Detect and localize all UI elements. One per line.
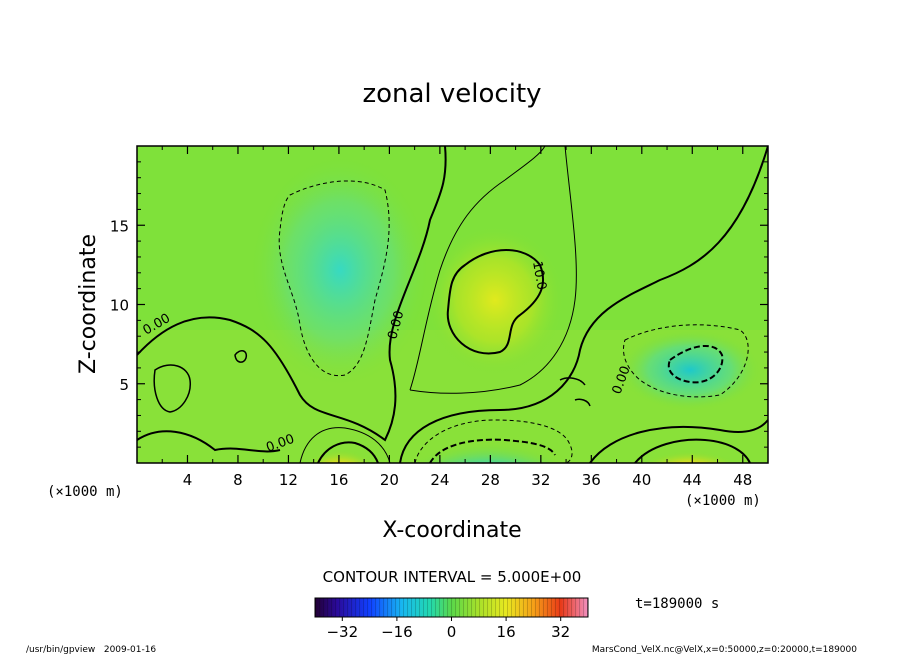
- x-axis: 4 8 12 16 20 24 28 32 36 40 44 48: [161, 146, 752, 489]
- contour-pos-bottom-left-inner: [317, 441, 379, 463]
- x-tick-label: 20: [380, 471, 399, 489]
- colorbar: −32 −16 0 16 32: [314, 597, 589, 641]
- contour-interval: CONTOUR INTERVAL = 5.000E+00: [323, 568, 582, 586]
- y-axis: 5 10 15: [110, 161, 768, 448]
- colorbar-tick-label: −32: [326, 623, 358, 641]
- contour-zero-middle: [399, 146, 768, 463]
- x-axis-title: X-coordinate: [382, 518, 521, 543]
- chart-title: zonal velocity: [362, 79, 541, 109]
- x-tick-label: 12: [279, 471, 298, 489]
- x-tick-label: 44: [683, 471, 702, 489]
- x-tick-label: 28: [481, 471, 500, 489]
- anomaly-positive-bottom-right: [635, 431, 745, 463]
- x-tick-label: 24: [430, 471, 449, 489]
- anomaly-positive-upper: [425, 225, 565, 375]
- footer-left: /usr/bin/gpview 2009-01-16: [26, 645, 156, 654]
- time-label: t=189000 s: [635, 596, 719, 612]
- x-tick-label: 16: [329, 471, 348, 489]
- y-tick-label: 10: [110, 297, 129, 315]
- x-axis-unit: (×1000 m): [685, 493, 761, 509]
- colorbar-tick-label: 16: [497, 623, 516, 641]
- x-tick-label: 36: [582, 471, 601, 489]
- anomaly-positive-bottom-left: [300, 427, 380, 463]
- plot-area: 0.00 0.00 0.00 10.0 0.00: [137, 146, 768, 463]
- contour-label: 10.0: [529, 260, 549, 291]
- colorbar-tick-label: 0: [447, 623, 457, 641]
- footer-right: MarsCond_VelX.nc@VelX,x=0:50000,z=0:2000…: [592, 645, 857, 654]
- contour-pos-bottom-left: [299, 427, 391, 463]
- y-axis-unit: (×1000 m): [47, 484, 123, 500]
- contour-lines: [137, 146, 768, 463]
- anomaly-negative-right: [620, 330, 760, 410]
- contour-zero-lower-right: [589, 419, 768, 463]
- x-tick-label: 8: [233, 471, 243, 489]
- contour-small-mid-right: [559, 377, 591, 407]
- contour-small-left: [153, 364, 191, 413]
- contour-label: 0.00: [385, 309, 407, 341]
- x-tick-label: 32: [531, 471, 550, 489]
- contour-neg-right: [623, 324, 749, 398]
- contour-neg5-upper: [278, 180, 390, 377]
- anomaly-negative-bottom: [403, 413, 573, 463]
- colorbar-stripes: [315, 598, 588, 617]
- colorbar-ticks: −32 −16 0 16 32: [326, 617, 570, 641]
- y-tick-label: 15: [110, 217, 129, 235]
- contour-zero-lower-left: [137, 430, 281, 453]
- contour-zero-left: [137, 146, 447, 442]
- contour-neg10-right: [667, 344, 724, 384]
- contour-five-b: [409, 146, 577, 394]
- anomaly-negative-upper: [250, 155, 430, 385]
- contour-neg5-bottom: [414, 419, 573, 463]
- y-tick-label: 5: [119, 376, 129, 394]
- colorbar-tick-label: −16: [381, 623, 413, 641]
- contour-pos-bottom-right: [634, 438, 751, 463]
- contour-ten-loop: [446, 249, 545, 355]
- x-tick-label: 40: [632, 471, 651, 489]
- contour-neg10-bottom: [429, 438, 556, 463]
- y-axis-title: Z-coordinate: [76, 234, 101, 374]
- contour-five-a: [409, 146, 546, 391]
- contour-small-center: [234, 350, 248, 363]
- x-tick-label: 48: [733, 471, 752, 489]
- colorbar-tick-label: 32: [551, 623, 570, 641]
- x-tick-label: 4: [183, 471, 193, 489]
